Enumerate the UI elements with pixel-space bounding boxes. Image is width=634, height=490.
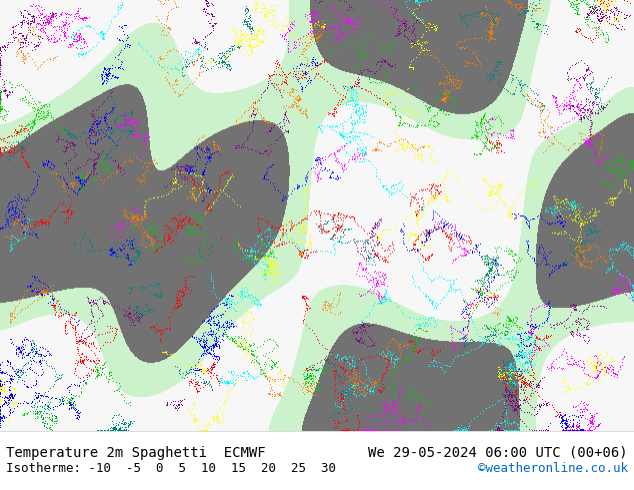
Text: Isotherme: -10  -5  0  5  10  15  20  25  30: Isotherme: -10 -5 0 5 10 15 20 25 30 [6, 462, 337, 475]
Text: We 29-05-2024 06:00 UTC (00+06): We 29-05-2024 06:00 UTC (00+06) [368, 446, 628, 460]
Text: ©weatheronline.co.uk: ©weatheronline.co.uk [477, 462, 628, 475]
Text: Temperature 2m Spaghetti  ECMWF: Temperature 2m Spaghetti ECMWF [6, 446, 266, 460]
